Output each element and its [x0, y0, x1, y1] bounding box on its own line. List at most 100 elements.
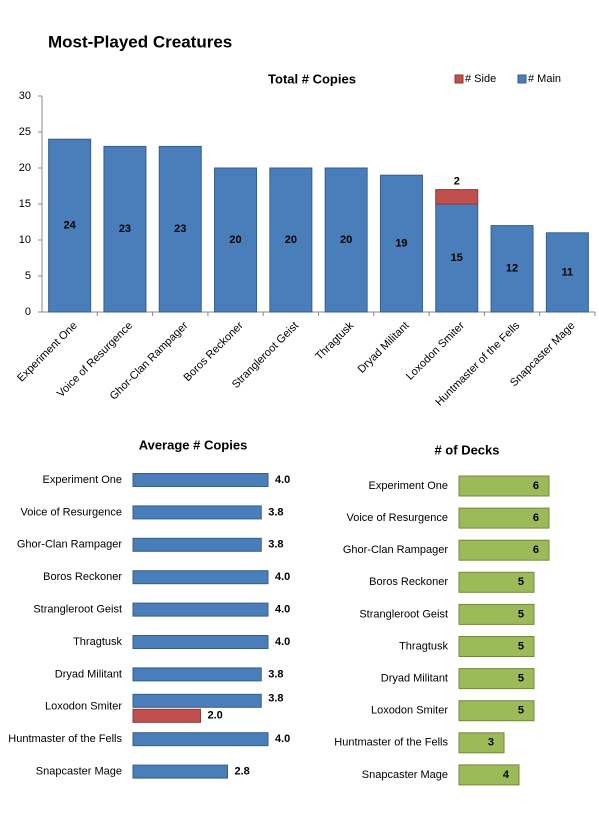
- data-label: 6: [533, 480, 539, 492]
- y-tick-label: Loxodon Smiter: [45, 701, 122, 713]
- y-tick-label: Experiment One: [369, 480, 448, 492]
- data-label: 20: [285, 234, 297, 246]
- bar: [324, 167, 368, 313]
- data-label: 5: [518, 705, 524, 717]
- bar: [132, 537, 262, 552]
- data-label: 24: [64, 220, 77, 232]
- x-tick-label: Thragtusk: [313, 319, 356, 362]
- data-label: 20: [229, 234, 241, 246]
- bar: [132, 570, 269, 585]
- data-label: 3.8: [268, 506, 283, 518]
- data-label: 20: [340, 234, 352, 246]
- y-tick-label: Ghor-Clan Rampager: [17, 539, 122, 551]
- y-tick-label: Ghor-Clan Rampager: [343, 544, 448, 556]
- data-label: 2.0: [208, 710, 223, 722]
- y-tick-label: Voice of Resurgence: [20, 506, 122, 518]
- legend-swatch: [454, 74, 464, 84]
- bar: [132, 602, 269, 617]
- chart-title: Total # Copies: [268, 71, 356, 86]
- bar: [132, 667, 262, 682]
- y-tick-label: 25: [19, 126, 31, 138]
- legend-swatch: [517, 74, 527, 84]
- y-tick-label: Boros Reckoner: [369, 576, 448, 588]
- data-label: 6: [533, 544, 539, 556]
- y-tick-label: 20: [19, 162, 31, 174]
- data-label: 3.8: [268, 693, 283, 705]
- bar: [132, 505, 262, 520]
- y-tick-label: Boros Reckoner: [43, 571, 122, 583]
- x-tick-label: Loxodon Smiter: [404, 319, 467, 382]
- y-tick-label: Dryad Militant: [381, 673, 448, 685]
- bar: [458, 764, 520, 786]
- legend-label: # Side: [465, 73, 496, 85]
- legend-label: # Main: [528, 73, 561, 85]
- bar: [48, 138, 92, 313]
- bar: [132, 708, 201, 723]
- y-tick-label: Snapcaster Mage: [362, 769, 448, 781]
- data-label: 15: [451, 252, 463, 264]
- bar: [458, 507, 550, 529]
- data-label: 3.8: [268, 668, 283, 680]
- data-label: 4.0: [275, 604, 290, 616]
- y-tick-label: Loxodon Smiter: [371, 705, 448, 717]
- data-label: 23: [174, 223, 186, 235]
- bar: [132, 764, 228, 779]
- data-label: 3.8: [268, 539, 283, 551]
- bar: [132, 635, 269, 649]
- data-label: 4.0: [275, 571, 290, 583]
- data-label: 4.0: [275, 733, 290, 745]
- chart-title: # of Decks: [434, 442, 499, 457]
- bar: [214, 167, 258, 313]
- y-tick-label: Huntmaster of the Fells: [334, 737, 448, 749]
- bar: [103, 145, 147, 313]
- bar: [458, 539, 550, 561]
- y-tick-label: Voice of Resurgence: [346, 512, 448, 524]
- y-tick-label: Dryad Militant: [55, 668, 122, 680]
- bar: [458, 732, 505, 754]
- y-tick-label: Strangleroot Geist: [33, 604, 122, 616]
- x-tick-label: Experiment One: [15, 320, 80, 385]
- bar: [435, 189, 479, 205]
- y-tick-label: 0: [25, 306, 31, 318]
- data-label: 23: [119, 223, 131, 235]
- data-label: 2.8: [235, 766, 250, 778]
- data-label: 6: [533, 512, 539, 524]
- chart-title: Average # Copies: [139, 437, 248, 452]
- data-label: 12: [506, 263, 518, 275]
- data-label: 4: [503, 769, 510, 781]
- bar: [132, 732, 269, 747]
- y-tick-label: Snapcaster Mage: [36, 766, 122, 778]
- y-tick-label: Experiment One: [43, 474, 122, 486]
- x-tick-label: Dryad Militant: [356, 320, 412, 376]
- y-tick-label: Thragtusk: [73, 636, 122, 648]
- bar: [458, 475, 550, 497]
- bar: [158, 145, 202, 313]
- y-tick-label: 10: [19, 234, 31, 246]
- y-tick-label: 15: [19, 198, 31, 210]
- bar: [379, 174, 423, 313]
- bar: [458, 571, 535, 593]
- bar: [132, 693, 262, 708]
- bar: [458, 700, 535, 722]
- y-tick-label: Strangleroot Geist: [359, 608, 448, 620]
- data-label: 4.0: [275, 636, 290, 648]
- x-tick-label: Boros Reckoner: [181, 319, 245, 383]
- bar: [458, 668, 535, 690]
- bar: [490, 225, 534, 313]
- page-title: Most-Played Creatures: [48, 32, 232, 51]
- y-tick-label: 5: [25, 270, 31, 282]
- bar: [458, 636, 535, 657]
- data-label: 5: [518, 608, 524, 620]
- y-tick-label: Thragtusk: [399, 640, 448, 652]
- data-label: 3: [488, 737, 494, 749]
- y-tick-label: 30: [19, 90, 31, 102]
- data-label: 11: [562, 266, 574, 278]
- data-label: 4.0: [275, 474, 290, 486]
- bar: [269, 167, 313, 313]
- bar: [458, 603, 535, 625]
- bar: [132, 473, 269, 487]
- bar: [545, 232, 589, 313]
- data-label: 19: [395, 238, 407, 250]
- y-tick-label: Huntmaster of the Fells: [8, 733, 122, 745]
